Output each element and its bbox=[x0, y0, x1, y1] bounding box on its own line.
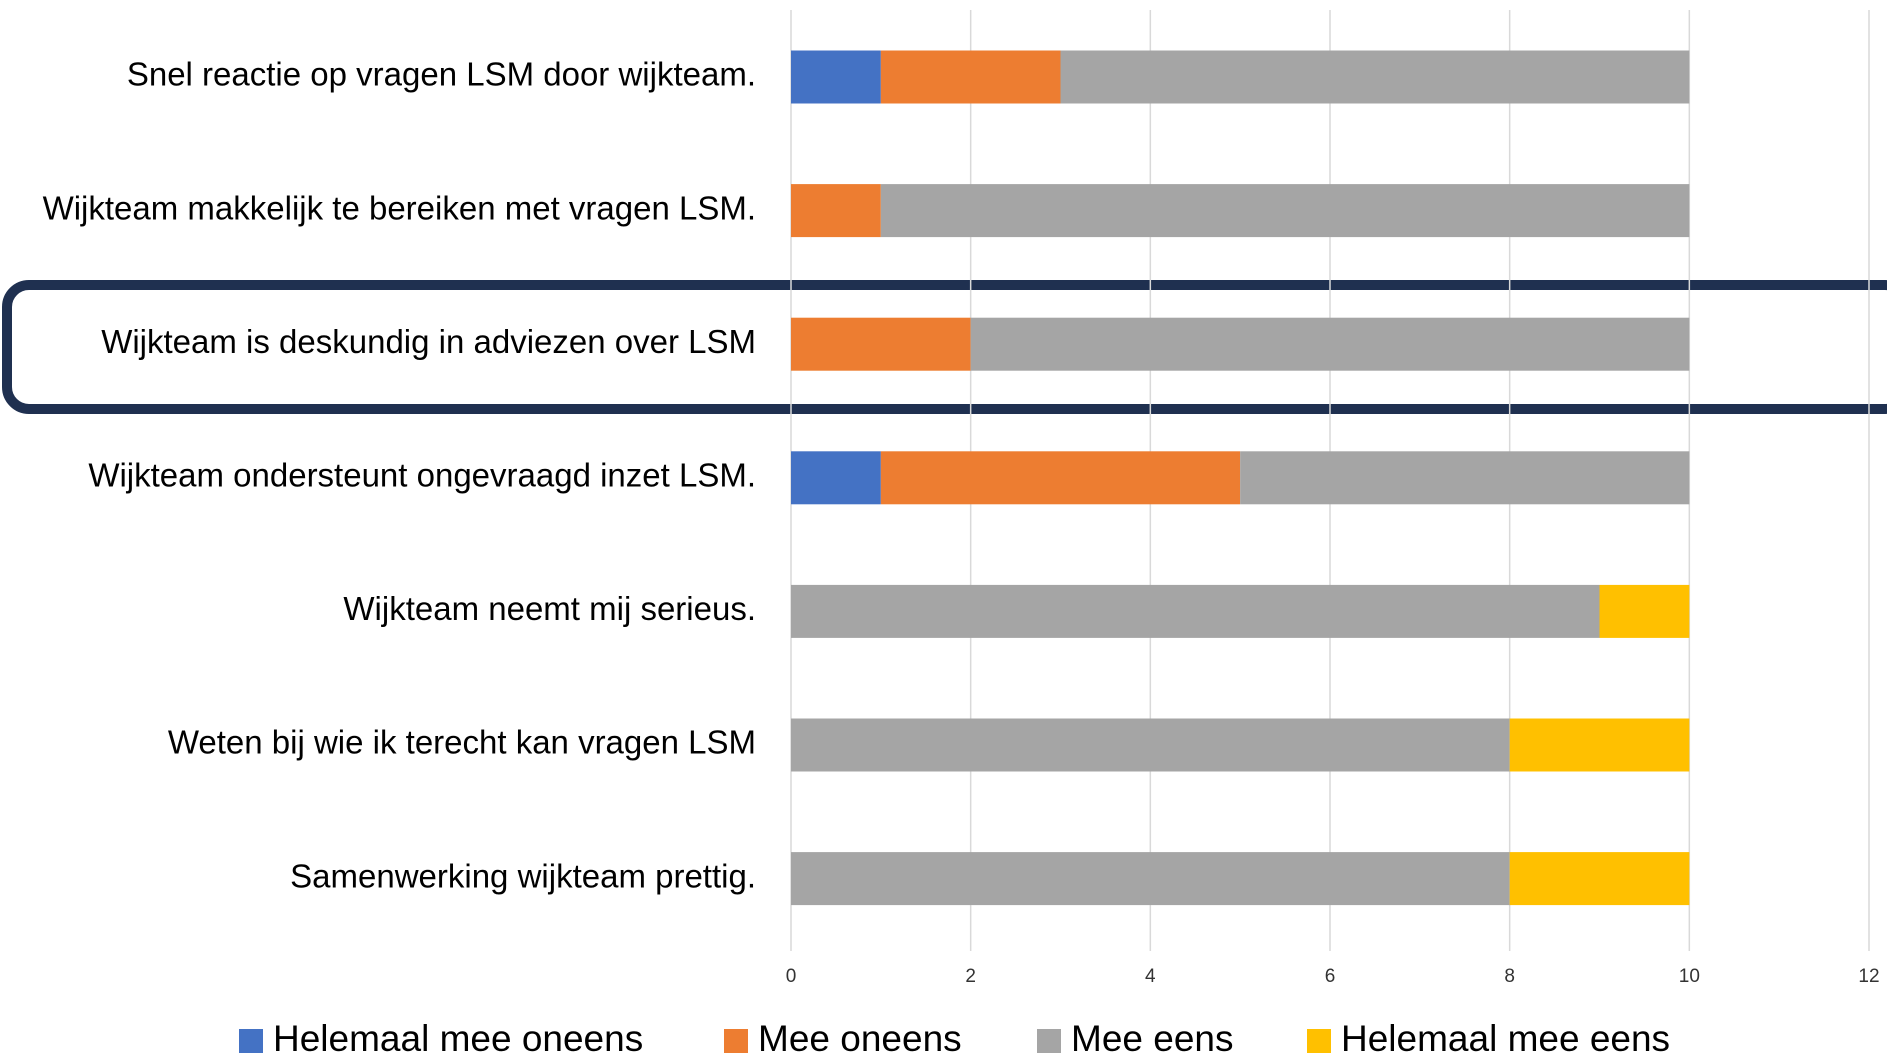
bar-segment bbox=[880, 184, 1690, 238]
bar-segment bbox=[1599, 584, 1690, 638]
bar-segment bbox=[791, 718, 1510, 772]
y-tick-label: Wijkteam is deskundig in adviezen over L… bbox=[101, 323, 756, 360]
x-tick-label: 8 bbox=[1504, 966, 1515, 987]
x-tick-label: 4 bbox=[1145, 966, 1156, 987]
bar-segment bbox=[1240, 451, 1690, 505]
x-tick-label: 6 bbox=[1325, 966, 1336, 987]
bar-segment bbox=[791, 451, 881, 505]
x-tick-label: 10 bbox=[1679, 966, 1700, 987]
legend-swatch bbox=[724, 1029, 748, 1053]
bar-segment bbox=[791, 852, 1510, 906]
y-tick-label: Wijkteam makkelijk te bereiken met vrage… bbox=[43, 189, 756, 226]
bar-segment bbox=[791, 317, 971, 371]
legend-label: Helemaal mee eens bbox=[1341, 1018, 1670, 1058]
y-tick-label: Wijkteam ondersteunt ongevraagd inzet LS… bbox=[88, 457, 756, 494]
x-tick-label: 0 bbox=[786, 966, 797, 987]
x-tick-label: 12 bbox=[1858, 966, 1879, 987]
highlight-box bbox=[2, 280, 1887, 414]
bar-segment bbox=[791, 184, 881, 238]
y-tick-label: Weten bij wie ik terecht kan vragen LSM bbox=[168, 724, 756, 761]
y-tick-label: Snel reactie op vragen LSM door wijkteam… bbox=[127, 56, 756, 93]
bar-segment bbox=[1060, 50, 1690, 104]
y-tick-label: Wijkteam neemt mij serieus. bbox=[343, 590, 756, 627]
bar-segment bbox=[1509, 718, 1690, 772]
bar-segment bbox=[880, 451, 1241, 505]
legend-label: Helemaal mee oneens bbox=[273, 1018, 643, 1058]
legend-swatch bbox=[239, 1029, 263, 1053]
legend-swatch bbox=[1037, 1029, 1061, 1053]
legend-label: Mee eens bbox=[1071, 1018, 1234, 1058]
legend-label: Mee oneens bbox=[758, 1018, 962, 1058]
x-tick-label: 2 bbox=[965, 966, 976, 987]
bar-segment bbox=[791, 50, 881, 104]
bar-segment bbox=[880, 50, 1061, 104]
legend-swatch bbox=[1307, 1029, 1331, 1053]
bar-segment bbox=[970, 317, 1690, 371]
y-tick-label: Samenwerking wijkteam prettig. bbox=[290, 857, 756, 894]
bar-segment bbox=[1509, 852, 1690, 906]
bar-segment bbox=[791, 584, 1600, 638]
